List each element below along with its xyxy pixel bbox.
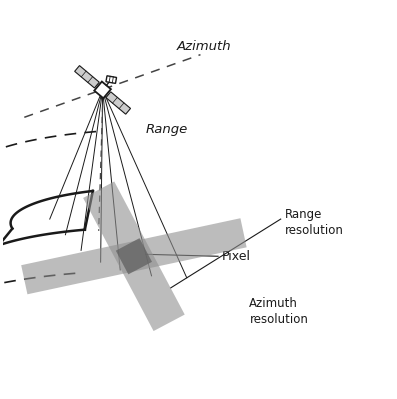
Polygon shape	[83, 182, 185, 331]
Polygon shape	[116, 238, 152, 275]
Polygon shape	[106, 92, 131, 114]
Polygon shape	[106, 76, 117, 83]
Polygon shape	[94, 81, 111, 98]
Text: Azimuth: Azimuth	[177, 40, 231, 53]
Text: Range: Range	[146, 123, 188, 136]
Text: Pixel: Pixel	[222, 250, 251, 263]
Text: Range
resolution: Range resolution	[285, 209, 343, 237]
Text: Azimuth
resolution: Azimuth resolution	[249, 296, 308, 326]
Polygon shape	[21, 218, 247, 294]
Polygon shape	[75, 65, 99, 88]
